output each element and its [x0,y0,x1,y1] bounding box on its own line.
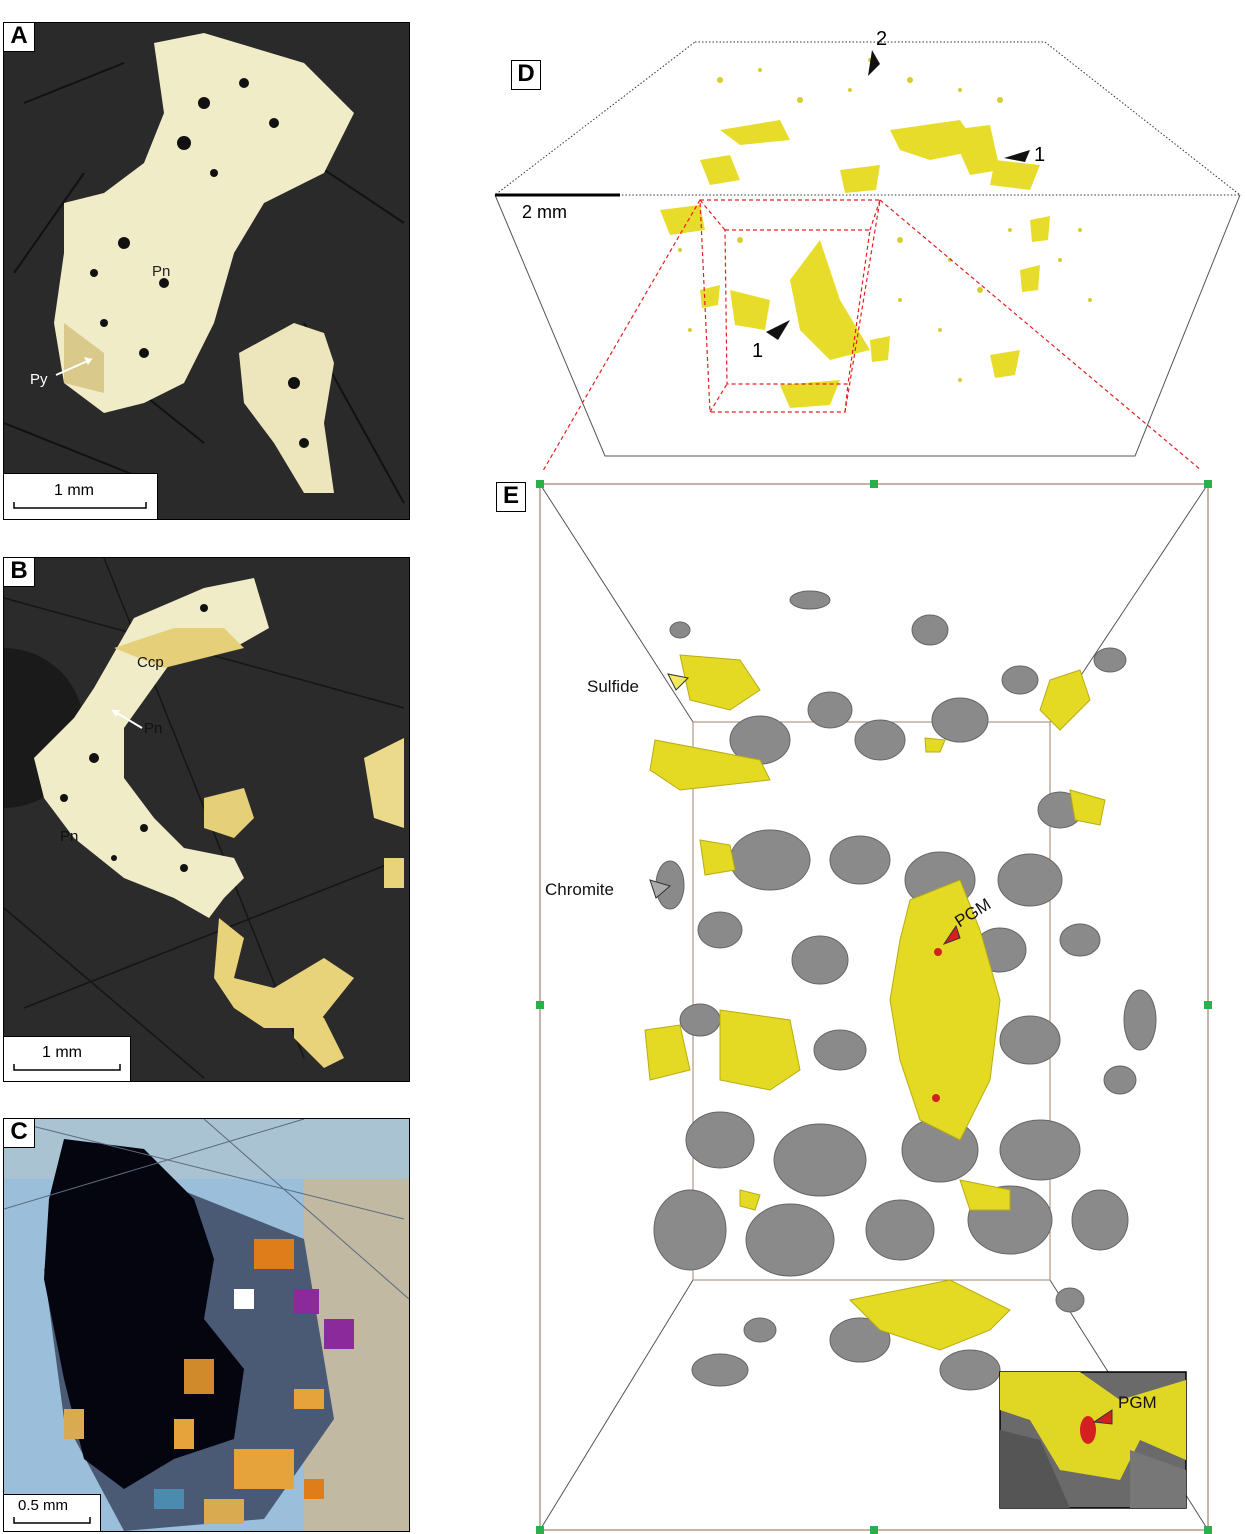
d-arrow-1b-icon [766,320,790,340]
sulfide-arrow-icon [667,673,690,691]
label-sulfide: Sulfide [587,677,639,696]
panel-c-scale-label: 0.5 mm [18,1497,69,1514]
label-pgm-inset: PGM [1118,1393,1157,1412]
panel-d-letter: D [511,60,541,90]
panel-b-scale-label: 1 mm [42,1044,82,1061]
panel-e-letter: E [496,482,526,512]
label-pn-lower: Pn [60,828,79,845]
panel-a-scale-label: 1 mm [54,482,94,499]
panel-b-image [4,558,409,1081]
label-pn: Pn [152,263,171,280]
panel-d-arrow-label-1b: 1 [752,340,764,362]
panel-a-letter: A [3,22,35,52]
pgm-inset-arrow-icon [1092,1409,1113,1425]
panel-b-photo: Ccp Pn Pn [3,557,410,1082]
chromite-arrow-icon [649,879,672,899]
label-pn-upper: Pn [144,720,163,737]
panel-b-scale-box: 1 mm [3,1036,131,1082]
panel-c-scale-bar [13,1517,91,1524]
pgm-inset [999,1371,1187,1509]
py-arrow [55,357,93,376]
label-chromite: Chromite [545,880,614,899]
panel-d-diagram [493,41,1242,470]
panel-a-photo: Pn Py [3,22,410,520]
pgm-arrow-icon [942,924,961,946]
panel-a-scale-box: 1 mm [3,473,158,520]
panel-a-image [4,23,409,519]
panel-b-scale-bar [13,1064,121,1071]
panel-c-image [4,1119,409,1531]
panel-c-scale-box: 0.5 mm [3,1494,101,1532]
panel-a-scale-bar [13,502,147,509]
d-arrow-2-icon [868,50,880,76]
panel-c-photo [3,1118,410,1532]
panel-c-letter: C [3,1118,35,1148]
pn-arrow [111,709,143,729]
label-ccp: Ccp [137,654,164,671]
panel-d-arrow-label-2: 2 [876,28,888,50]
d-arrow-1a-icon [1004,150,1030,162]
panel-d-arrow-label-1a: 1 [1034,144,1046,166]
panel-d-scale-label: 2 mm [522,202,567,222]
label-py: Py [30,371,48,388]
panel-b-letter: B [3,557,35,587]
